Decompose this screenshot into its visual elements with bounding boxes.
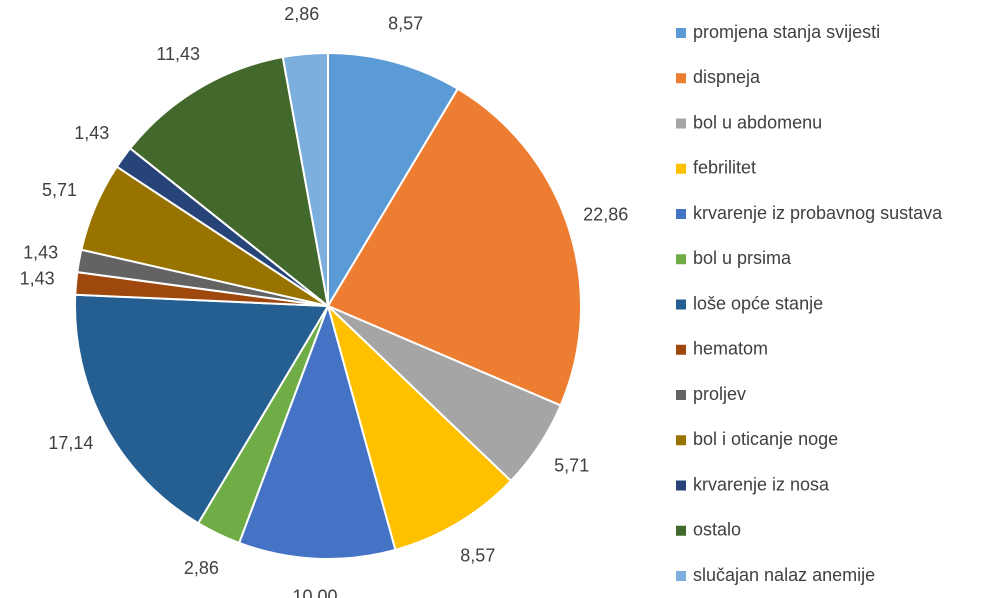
- data-label: 8,57: [388, 13, 423, 33]
- legend-label: proljev: [693, 384, 746, 404]
- legend-marker: [676, 28, 686, 38]
- legend-label: ostalo: [693, 520, 741, 540]
- legend-label: febrilitet: [693, 158, 756, 178]
- legend-marker: [676, 163, 686, 174]
- data-label: 2,86: [184, 558, 219, 578]
- legend-label: hematom: [693, 339, 768, 359]
- data-label: 5,71: [42, 180, 77, 200]
- legend-marker: [676, 254, 686, 265]
- legend-marker: [676, 299, 686, 310]
- pie-slice: [326, 302, 513, 552]
- pie-slice: [326, 87, 582, 407]
- data-label: 1,43: [74, 123, 109, 143]
- data-label: 1,43: [23, 243, 58, 263]
- pie-slice: [281, 51, 329, 307]
- legend-label: dispneja: [693, 67, 761, 87]
- pie-slice: [237, 302, 397, 560]
- legend-marker: [676, 344, 686, 355]
- legend-label: promjena stanja svijesti: [693, 22, 880, 42]
- data-label: 11,43: [156, 44, 200, 64]
- pie-slice: [128, 55, 330, 309]
- legend-marker: [676, 435, 686, 446]
- data-label: 1,43: [20, 269, 55, 289]
- legend-marker: [676, 480, 686, 491]
- legend-marker: [676, 118, 686, 129]
- legend-marker: [676, 571, 686, 581]
- legend-marker: [676, 209, 686, 219]
- data-label: 17,14: [48, 433, 93, 453]
- data-label: 10,00: [292, 586, 337, 598]
- pie-slice: [74, 293, 330, 525]
- data-label: 22,86: [583, 205, 628, 225]
- legend-label: bol i oticanje noge: [693, 429, 838, 449]
- legend-label: bol u abdomenu: [693, 112, 822, 132]
- legend-marker: [676, 73, 686, 84]
- legend-marker: [676, 390, 686, 400]
- legend-label: krvarenje iz probavnog sustava: [693, 203, 943, 223]
- legend-label: slučajan nalaz anemije: [693, 565, 875, 585]
- legend-marker: [676, 525, 686, 536]
- legend-label: bol u prsima: [693, 248, 792, 268]
- legend-label: krvarenje iz nosa: [693, 474, 830, 494]
- data-label: 5,71: [554, 456, 589, 476]
- data-label: 2,86: [284, 4, 319, 24]
- pie-slice: [327, 51, 460, 310]
- legend-label: loše opće stanje: [693, 293, 823, 313]
- data-label: 8,57: [460, 545, 495, 565]
